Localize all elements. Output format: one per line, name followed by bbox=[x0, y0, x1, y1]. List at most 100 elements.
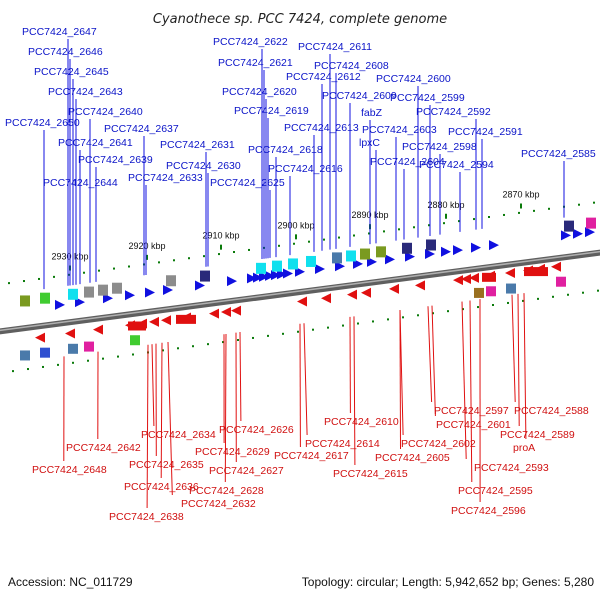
forward-gene-arrow bbox=[385, 254, 395, 265]
minor-tick-outer bbox=[38, 277, 40, 280]
minor-tick-inner bbox=[387, 318, 389, 321]
forward-gene-label: PCC7424_2616 bbox=[268, 163, 343, 175]
accession-text: Accession: NC_011729 bbox=[8, 575, 133, 589]
forward-gene-arrow bbox=[103, 293, 113, 304]
reverse-gene-arrow bbox=[297, 296, 307, 307]
forward-gene-label: PCC7424_2585 bbox=[521, 148, 596, 160]
forward-gene-arrow bbox=[259, 271, 269, 282]
minor-tick-outer bbox=[353, 234, 355, 237]
scale-tick-label: 2910 kbp bbox=[202, 231, 239, 241]
forward-gene-label: PCC7424_2639 bbox=[78, 154, 153, 166]
forward-gene-arrow bbox=[471, 242, 481, 253]
reverse-gene-arrow bbox=[347, 289, 357, 300]
minor-tick-inner bbox=[177, 347, 179, 350]
scale-tick-label: 2900 kbp bbox=[277, 220, 314, 230]
minor-tick-inner bbox=[252, 336, 254, 339]
minor-tick-outer bbox=[473, 218, 475, 221]
forward-gene-arrow bbox=[55, 299, 65, 310]
reverse-gene-arrow bbox=[65, 328, 75, 339]
minor-tick-outer bbox=[23, 280, 25, 283]
genome-summary-text: Topology: circular; Length: 5,942,652 bp… bbox=[302, 575, 595, 589]
forward-gene-arrow bbox=[335, 261, 345, 272]
feature-category-box-cyan bbox=[306, 255, 316, 267]
minor-tick-outer bbox=[308, 240, 310, 243]
minor-tick-inner bbox=[522, 299, 524, 302]
reverse-gene-label: PCC7424_2632 bbox=[181, 498, 256, 510]
feature-category-box-magenta bbox=[556, 276, 566, 287]
minor-tick-inner bbox=[12, 370, 14, 373]
reverse-gene-arrow bbox=[161, 315, 171, 326]
forward-gene-label: PCC7424_2603 bbox=[362, 124, 437, 136]
minor-tick-inner bbox=[477, 306, 479, 309]
minor-tick-outer bbox=[8, 282, 10, 285]
forward-gene-arrow bbox=[247, 273, 257, 284]
forward-gene-label: PCC7424_2630 bbox=[166, 160, 241, 172]
reverse-gene-label: PCC7424_2628 bbox=[189, 485, 264, 497]
forward-gene-arrow bbox=[561, 230, 571, 241]
reverse-gene-arrow bbox=[469, 272, 479, 283]
feature-category-box-olive bbox=[360, 248, 370, 260]
forward-gene-label: PCC7424_2643 bbox=[48, 86, 123, 98]
minor-tick-inner bbox=[597, 289, 599, 292]
minor-tick-outer bbox=[548, 207, 550, 210]
minor-tick-outer bbox=[218, 253, 220, 256]
minor-tick-inner bbox=[117, 355, 119, 358]
minor-tick-outer bbox=[518, 211, 520, 214]
reverse-gene-arrow bbox=[35, 332, 45, 343]
reverse-gene-arrow bbox=[149, 316, 159, 327]
reverse-gene-label: PCC7424_2593 bbox=[474, 462, 549, 474]
forward-gene-label: PCC7424_2621 bbox=[218, 57, 293, 69]
minor-tick-inner bbox=[42, 365, 44, 368]
feature-category-box-cyan bbox=[272, 260, 282, 272]
minor-tick-outer bbox=[98, 269, 100, 272]
reverse-leader-line bbox=[431, 305, 436, 417]
map-title: Cyanothece sp. PCC 7424, complete genome bbox=[153, 12, 447, 27]
reverse-gene-label: proA bbox=[513, 442, 535, 454]
minor-tick-inner bbox=[102, 357, 104, 360]
scale-tick-mark bbox=[520, 203, 522, 209]
minor-tick-inner bbox=[417, 314, 419, 317]
forward-gene-label: PCC7424_2618 bbox=[248, 144, 323, 156]
minor-tick-outer bbox=[578, 203, 580, 206]
forward-gene-arrow bbox=[585, 227, 595, 238]
reverse-gene-arrow bbox=[209, 308, 219, 319]
label-leader-lines bbox=[43, 39, 565, 509]
reverse-gene-label: PCC7424_2588 bbox=[514, 405, 589, 417]
feature-category-box-steel bbox=[68, 343, 78, 354]
minor-tick-inner bbox=[342, 324, 344, 327]
minor-tick-inner bbox=[462, 308, 464, 311]
feature-category-box-magenta bbox=[486, 286, 496, 297]
reverse-gene-arrow bbox=[453, 275, 463, 286]
forward-gene-label: PCC7424_2599 bbox=[390, 92, 465, 104]
forward-gene-label: PCC7424_2631 bbox=[160, 139, 235, 151]
forward-gene-arrow bbox=[125, 290, 135, 301]
reverse-gene-label: PCC7424_2627 bbox=[209, 465, 284, 477]
forward-gene-arrow bbox=[253, 272, 263, 283]
feature-category-box-green bbox=[130, 335, 140, 346]
minor-tick-inner bbox=[237, 339, 239, 342]
reverse-gene-arrow bbox=[389, 283, 399, 294]
feature-category-box-cyan bbox=[256, 262, 266, 274]
forward-gene-arrow bbox=[277, 269, 287, 280]
reverse-leader-line bbox=[469, 300, 473, 483]
reverse-leader-line bbox=[427, 306, 433, 403]
minor-tick-inner bbox=[432, 312, 434, 315]
minor-tick-inner bbox=[447, 310, 449, 313]
forward-gene-arrow bbox=[195, 280, 205, 291]
reverse-leader-line bbox=[146, 344, 149, 509]
reverse-gene-block bbox=[128, 321, 146, 331]
reverse-leader-line bbox=[224, 333, 227, 483]
minor-tick-inner bbox=[507, 301, 509, 304]
feature-category-box-blue bbox=[40, 347, 50, 358]
forward-gene-label: PCC7424_2612 bbox=[286, 71, 361, 83]
reverse-gene-label: PCC7424_2615 bbox=[333, 468, 408, 480]
minor-tick-inner bbox=[582, 291, 584, 294]
forward-gene-label: PCC7424_2637 bbox=[104, 123, 179, 135]
minor-tick-inner bbox=[297, 330, 299, 333]
forward-gene-label: PCC7424_2647 bbox=[22, 26, 97, 38]
minor-tick-inner bbox=[357, 322, 359, 325]
reverse-leader-line bbox=[151, 344, 155, 427]
reverse-gene-label: PCC7424_2617 bbox=[274, 450, 349, 462]
